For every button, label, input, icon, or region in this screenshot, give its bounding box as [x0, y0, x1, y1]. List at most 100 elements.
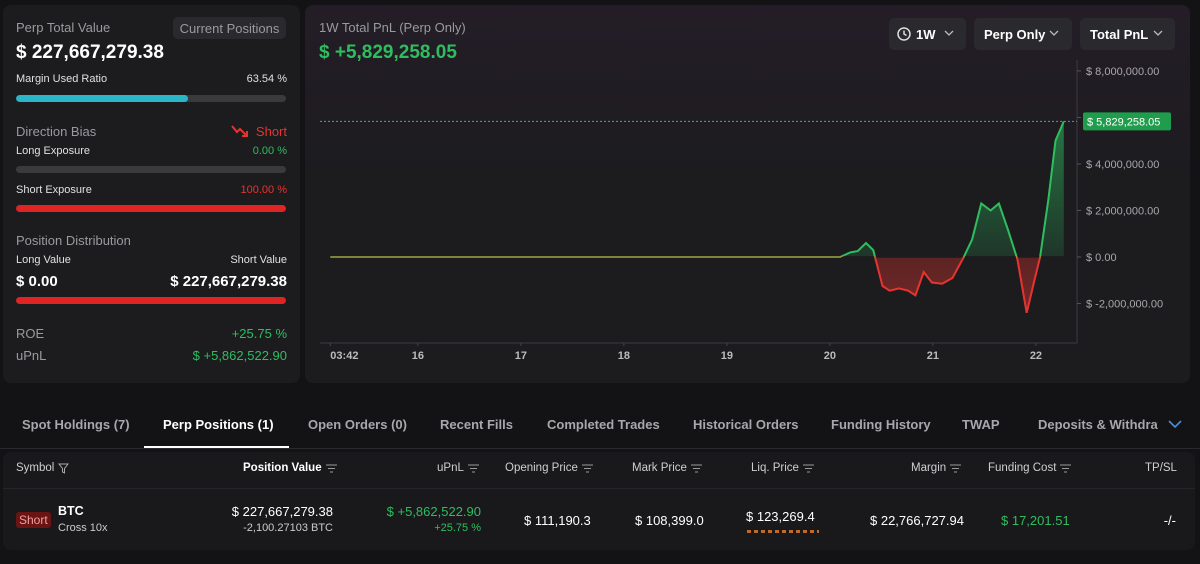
label: Short Exposure [16, 184, 92, 196]
upnl: $ +5,862,522.90 [386, 504, 481, 519]
line-positive [330, 121, 1065, 257]
header-label: Mark Price [632, 462, 687, 474]
side-badge: Short [16, 512, 51, 528]
x-tick-label: 03:42 [330, 350, 358, 362]
line-flat [330, 121, 1065, 313]
tp-sl: -/- [1163, 513, 1176, 528]
bias: Short [255, 124, 287, 139]
total-value: $ 227,667,279.38 [16, 42, 164, 63]
y-tick-label: $ 8,000,000.00 [1086, 66, 1159, 78]
button-label: Current Positions [179, 21, 280, 36]
column-header[interactable]: Position Value [243, 462, 337, 474]
chart-panel: 1W Total PnL (Perp Only) $ +5,829,258.05… [305, 5, 1190, 383]
column-header[interactable]: Mark Price [632, 462, 702, 474]
header-label: Position Value [243, 462, 322, 474]
funding-cost: $ 17,201.51 [1001, 513, 1070, 528]
progress-track [16, 205, 286, 212]
header-label: Funding Cost [988, 462, 1057, 474]
sort-icon [802, 464, 814, 473]
column-header[interactable]: Symbol [16, 462, 70, 474]
sort-icon [467, 464, 479, 473]
value: 63.54 % [246, 73, 287, 85]
label: Long Value [16, 254, 71, 266]
sort-icon [325, 464, 337, 473]
x-tick-label: 16 [412, 350, 424, 362]
label: uPnL [16, 348, 47, 363]
tab[interactable]: TWAP [962, 417, 1000, 432]
long-value: $ 0.00 [16, 273, 58, 290]
tab[interactable]: Completed Trades [547, 417, 660, 432]
chevron [944, 30, 954, 36]
x-tick-label: 20 [824, 350, 836, 362]
summary-panel: Perp Total Value Current Positions $ 227… [3, 5, 300, 383]
x-tick-label: 21 [927, 350, 939, 362]
sort-icon [581, 464, 593, 473]
tab[interactable]: Open Orders (0) [308, 417, 407, 432]
label: Direction Bias [16, 124, 97, 139]
sort-icon [950, 464, 962, 473]
column-header[interactable]: uPnL [437, 462, 479, 474]
short-value: $ 227,667,279.38 [170, 273, 287, 290]
value: 100.00 % [240, 184, 287, 196]
header-label: Margin [911, 462, 947, 474]
divider [0, 448, 1200, 449]
dropdown-label: Perp Only [984, 27, 1046, 42]
tab[interactable]: Recent Fills [440, 417, 513, 432]
column-header[interactable]: Opening Price [505, 462, 593, 474]
position-size: -2,100.27103 BTC [243, 522, 333, 534]
progress-track [16, 297, 286, 304]
label: Perp Total Value [16, 20, 111, 35]
progress-track [16, 166, 286, 173]
positions-table [3, 452, 1195, 550]
sort-icon [1060, 464, 1072, 473]
current-positions-button[interactable]: Current Positions [173, 17, 286, 39]
tab[interactable]: Perp Positions (1) [163, 417, 274, 432]
label: Short Value [230, 254, 287, 266]
x-tick-label: 19 [721, 350, 733, 362]
chart-headline: $ +5,829,258.05 [319, 42, 457, 63]
y-tick-label: $ 2,000,000.00 [1086, 205, 1159, 217]
y-tick-label: $ -2,000,000.00 [1086, 298, 1163, 310]
column-header[interactable]: Margin [911, 462, 962, 474]
x-tick-label: 22 [1030, 350, 1042, 362]
area-positive [842, 121, 1064, 257]
tab[interactable]: Spot Holdings (7) [22, 417, 130, 432]
line-negative [330, 257, 1041, 314]
tab[interactable]: Deposits & Withdraw [1038, 417, 1158, 432]
label: Long Exposure [16, 145, 90, 157]
down-trend-icon [231, 125, 248, 137]
symbol[interactable]: BTC [58, 504, 84, 518]
chevron [1049, 30, 1059, 36]
label: Margin Used Ratio [16, 73, 108, 85]
value: 0.00 % [252, 145, 287, 157]
column-header: TP/SL [1145, 462, 1177, 474]
tab[interactable]: Historical Orders [693, 417, 799, 432]
header-label: TP/SL [1145, 462, 1177, 474]
filter-icon [58, 463, 70, 474]
tab[interactable]: Funding History [831, 417, 931, 432]
dropdown-label: Total PnL [1090, 27, 1149, 42]
progress-fill [16, 205, 286, 212]
last-value-tag [1083, 112, 1171, 131]
mark-price: $ 108,399.0 [635, 513, 704, 528]
clock-icon [897, 27, 911, 41]
y-tick-label: $ 4,000,000.00 [1086, 159, 1159, 171]
chart: $ 8,000,000.00$ 6,000,000.00$ 4,000,000.… [320, 60, 1171, 362]
scope-dropdown[interactable]: Perp Only [974, 18, 1072, 50]
column-header[interactable]: Liq. Price [751, 462, 814, 474]
progress-fill [16, 297, 286, 304]
range-dropdown[interactable]: 1W [889, 18, 966, 50]
margin-mode: Cross 10x [58, 522, 108, 534]
header-label: uPnL [437, 462, 464, 474]
upnl: $ +5,862,522.90 [192, 348, 287, 363]
sort-icon [690, 464, 702, 473]
metric-dropdown[interactable]: Total PnL [1080, 18, 1175, 50]
roe: +25.75 % [231, 326, 287, 341]
margin: $ 22,766,727.94 [870, 513, 964, 528]
tabs-more-chevron[interactable] [1168, 420, 1182, 429]
area-negative [875, 257, 1040, 313]
column-header[interactable]: Funding Cost [988, 462, 1072, 474]
header-label: Opening Price [505, 462, 578, 474]
liq-price: $ 123,269.4 [746, 509, 815, 524]
